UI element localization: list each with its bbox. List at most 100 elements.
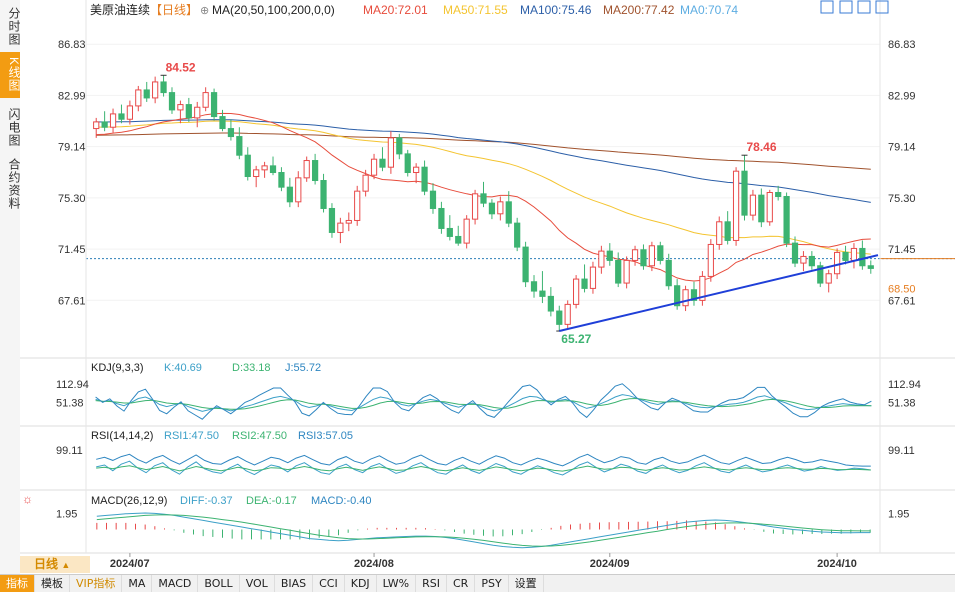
macd-diff-value: DIFF:-0.37 xyxy=(180,495,233,507)
settings-icon[interactable]: ⊕ xyxy=(200,5,209,17)
settings-button[interactable]: 设置 xyxy=(509,575,544,592)
candle-body xyxy=(640,249,647,267)
candle-body xyxy=(194,106,201,119)
lw-button[interactable]: LW% xyxy=(377,575,417,592)
macd-hist-value: MACD:-0.40 xyxy=(311,495,372,507)
candle xyxy=(834,248,841,280)
left-icon[interactable] xyxy=(857,0,871,14)
candle-body xyxy=(286,186,293,203)
bias-button[interactable]: BIAS xyxy=(275,575,314,592)
candle xyxy=(817,261,824,288)
tab-contract-info[interactable]: 合约资料 xyxy=(7,158,21,210)
candle-body xyxy=(118,113,125,120)
tab-kline-chart[interactable]: K线图 xyxy=(0,52,21,98)
tab-flash-chart[interactable]: 闪电图 xyxy=(7,107,21,147)
swing-high-label: 78.46 xyxy=(747,140,777,154)
candle xyxy=(177,100,184,124)
kdj-button[interactable]: KDJ xyxy=(345,575,377,592)
candle-body xyxy=(825,273,832,284)
candle-body xyxy=(682,289,689,307)
candle xyxy=(800,251,807,272)
ma200-value: MA200:77.42 xyxy=(603,3,675,17)
candle-body xyxy=(152,81,159,99)
ma20-value: MA20:72.01 xyxy=(363,3,428,17)
candle-body xyxy=(370,158,378,176)
candle xyxy=(160,75,167,97)
macd-button[interactable]: MACD xyxy=(152,575,199,592)
indicator-button[interactable]: 指标 xyxy=(0,575,35,592)
candle xyxy=(194,101,201,128)
candle xyxy=(152,76,159,104)
candle-body xyxy=(387,137,394,168)
candle xyxy=(244,147,251,181)
series-line-rsi3 xyxy=(96,453,871,467)
right-icon[interactable] xyxy=(875,0,889,14)
candle-body xyxy=(320,180,327,209)
candle xyxy=(623,256,630,289)
ma200-line xyxy=(96,132,871,170)
candle xyxy=(337,217,344,244)
candle-body xyxy=(598,250,605,268)
candle-body xyxy=(354,190,361,221)
kline-chart[interactable]: 86.83 86.83 82.99 82.99 79.14 79.14 75.30 75.30… xyxy=(20,0,955,574)
candle-body xyxy=(850,247,858,261)
candle xyxy=(556,305,563,332)
current-price-label: 68.50 xyxy=(888,283,916,295)
ma0-value: MA0:70.74 xyxy=(680,3,738,17)
candle xyxy=(674,279,681,310)
kdj-j-value: J:55.72 xyxy=(285,362,321,374)
period-selector[interactable]: 日线 ▲ xyxy=(20,556,90,573)
candle xyxy=(438,201,445,234)
sub-axis-label-left: 99.11 xyxy=(56,445,83,457)
candle xyxy=(707,239,714,282)
candle-body xyxy=(573,278,580,305)
rsi-panel: 99.11 99.11 xyxy=(56,445,915,476)
candle-body xyxy=(665,259,672,287)
candle xyxy=(202,87,209,112)
candle-body xyxy=(429,190,437,209)
candle-body xyxy=(539,290,546,297)
candle xyxy=(429,183,437,214)
candle xyxy=(446,215,453,241)
toolbar-icons xyxy=(820,0,889,14)
ma-button[interactable]: MA xyxy=(122,575,153,592)
template-button[interactable]: 模板 xyxy=(35,575,70,592)
candle-body xyxy=(177,104,184,111)
price-tick-label-right: 75.30 xyxy=(888,193,916,205)
candle-body xyxy=(396,137,403,155)
candle xyxy=(303,156,310,182)
vol-button[interactable]: VOL xyxy=(240,575,275,592)
rsi-button[interactable]: RSI xyxy=(416,575,447,592)
rsi3-value: RSI3:57.05 xyxy=(298,430,353,442)
candle-body xyxy=(800,255,807,264)
price-tick-label-left: 86.83 xyxy=(58,39,86,51)
vip-indicator-button[interactable]: VIP指标 xyxy=(70,575,123,592)
candle xyxy=(135,85,142,112)
price-tick-label-right: 86.83 xyxy=(888,39,916,51)
candle xyxy=(514,217,521,252)
price-tick-label-left: 82.99 xyxy=(58,90,86,102)
candle xyxy=(867,260,874,274)
sun-icon[interactable]: ☼ xyxy=(22,492,33,506)
candle xyxy=(312,153,319,185)
candle-body xyxy=(791,242,799,264)
zoom-in-icon[interactable] xyxy=(820,0,834,14)
zoom-out-icon[interactable] xyxy=(839,0,853,14)
candle-body xyxy=(438,207,445,229)
boll-button[interactable]: BOLL xyxy=(198,575,240,592)
kdj-d-value: D:33.18 xyxy=(232,362,271,374)
candle-body xyxy=(269,165,277,174)
psy-button[interactable]: PSY xyxy=(475,575,509,592)
tab-time-chart[interactable]: 分时图 xyxy=(7,6,21,46)
candlesticks xyxy=(93,75,874,332)
sub-axis-label-left: 51.38 xyxy=(56,398,84,410)
cr-button[interactable]: CR xyxy=(447,575,476,592)
candle-body xyxy=(379,158,386,168)
candle xyxy=(118,104,125,124)
cci-button[interactable]: CCI xyxy=(313,575,345,592)
price-tick-label-left: 79.14 xyxy=(58,142,86,154)
candle xyxy=(573,275,580,309)
date-label: 2024/10 xyxy=(817,558,857,570)
candle-body xyxy=(497,201,504,215)
candle-body xyxy=(657,245,664,261)
